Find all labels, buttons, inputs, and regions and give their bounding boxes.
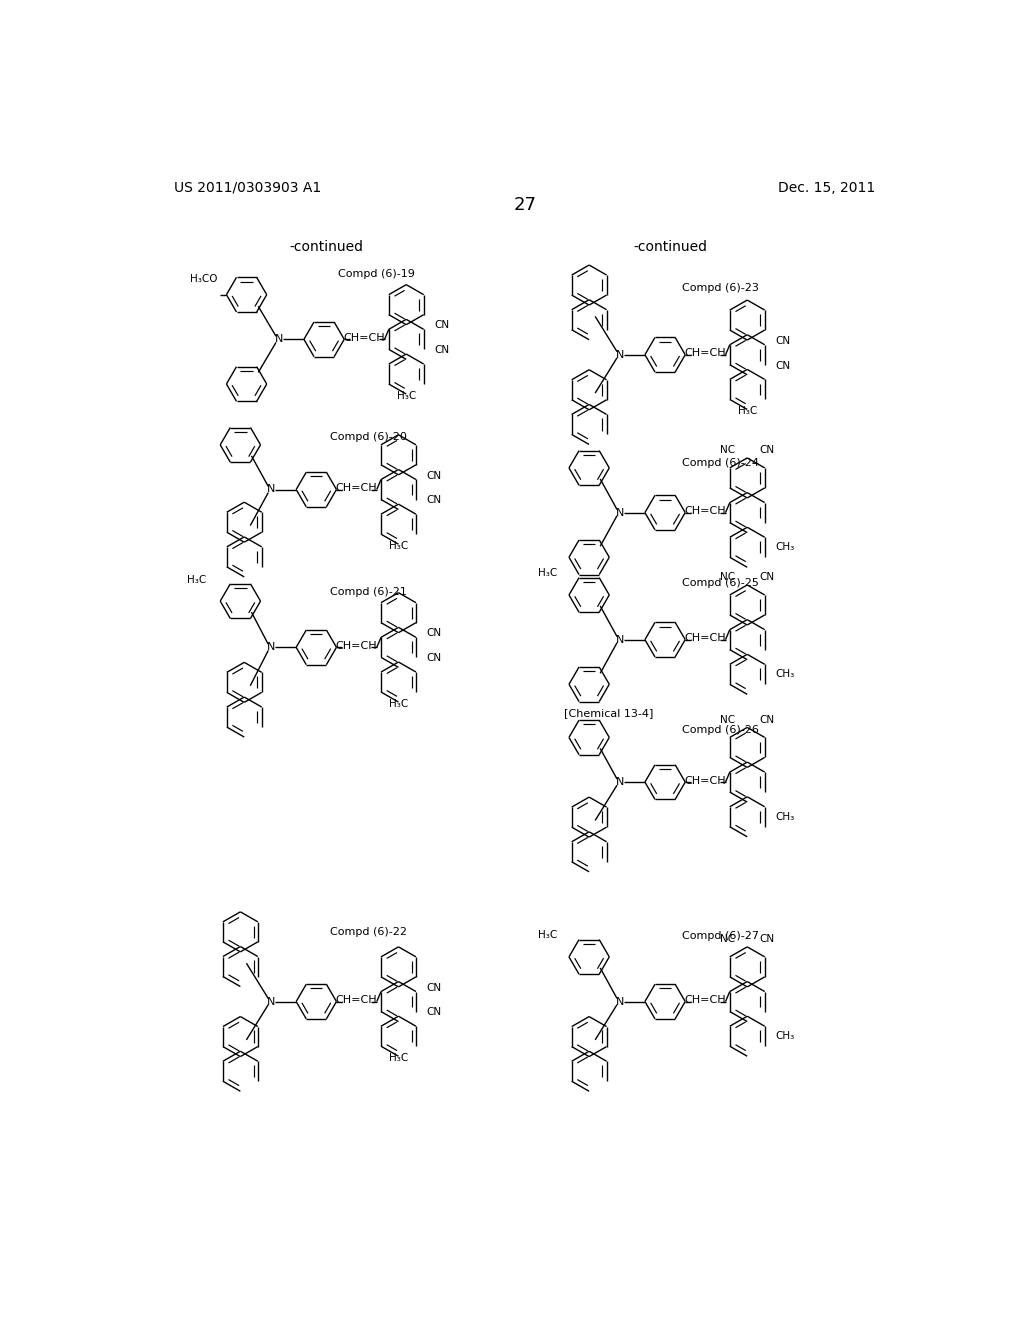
Text: CN: CN [760, 714, 775, 725]
Text: N: N [267, 997, 275, 1007]
Text: -continued: -continued [290, 240, 364, 253]
Text: H₃C: H₃C [538, 569, 557, 578]
Text: 27: 27 [513, 195, 537, 214]
Text: US 2011/0303903 A1: US 2011/0303903 A1 [174, 181, 322, 194]
Text: CH₃: CH₃ [775, 543, 795, 552]
Text: CH=CH: CH=CH [685, 776, 726, 785]
Text: Compd (6)-19: Compd (6)-19 [338, 269, 415, 279]
Text: CN: CN [760, 573, 775, 582]
Text: CN: CN [426, 471, 441, 480]
Text: CN: CN [426, 982, 441, 993]
Text: Compd (6)-24: Compd (6)-24 [682, 458, 760, 467]
Text: CN: CN [426, 495, 441, 506]
Text: CH=CH: CH=CH [344, 333, 385, 343]
Text: H₃C: H₃C [389, 700, 409, 709]
Text: CN: CN [775, 335, 791, 346]
Text: CH=CH: CH=CH [685, 348, 726, 358]
Text: CH=CH: CH=CH [685, 506, 726, 516]
Text: N: N [267, 484, 275, 495]
Text: CN: CN [434, 321, 450, 330]
Text: NC: NC [720, 935, 735, 944]
Text: NC: NC [720, 714, 735, 725]
Text: CH₃: CH₃ [775, 1031, 795, 1041]
Text: H₃C: H₃C [737, 407, 757, 416]
Text: Compd (6)-25: Compd (6)-25 [682, 578, 760, 589]
Text: CH=CH: CH=CH [336, 995, 378, 1005]
Text: Compd (6)-20: Compd (6)-20 [330, 432, 407, 442]
Text: Compd (6)-27: Compd (6)-27 [682, 931, 760, 941]
Text: CN: CN [426, 1007, 441, 1018]
Text: NC: NC [720, 445, 735, 455]
Text: Compd (6)-22: Compd (6)-22 [330, 927, 407, 937]
Text: CH=CH: CH=CH [336, 483, 378, 492]
Text: N: N [616, 777, 625, 787]
Text: N: N [274, 334, 284, 345]
Text: Compd (6)-26: Compd (6)-26 [682, 725, 760, 735]
Text: [Chemical 13-4]: [Chemical 13-4] [564, 708, 653, 718]
Text: CN: CN [426, 653, 441, 663]
Text: Dec. 15, 2011: Dec. 15, 2011 [778, 181, 876, 194]
Text: N: N [616, 635, 625, 644]
Text: NC: NC [720, 573, 735, 582]
Text: CN: CN [775, 360, 791, 371]
Text: Compd (6)-23: Compd (6)-23 [682, 282, 760, 293]
Text: CH₃: CH₃ [775, 812, 795, 822]
Text: CH₃: CH₃ [775, 669, 795, 680]
Text: H₃C: H₃C [389, 541, 409, 552]
Text: H₃C: H₃C [389, 1053, 409, 1063]
Text: CH=CH: CH=CH [336, 640, 378, 651]
Text: CN: CN [760, 935, 775, 944]
Text: N: N [267, 643, 275, 652]
Text: N: N [616, 997, 625, 1007]
Text: -continued: -continued [634, 240, 708, 253]
Text: H₃C: H₃C [187, 574, 206, 585]
Text: Compd (6)-21: Compd (6)-21 [330, 587, 407, 597]
Text: H₃C: H₃C [538, 931, 557, 940]
Text: N: N [616, 508, 625, 517]
Text: H₃CO: H₃CO [189, 273, 217, 284]
Text: CH=CH: CH=CH [685, 634, 726, 643]
Text: CH=CH: CH=CH [685, 995, 726, 1005]
Text: H₃C: H₃C [396, 391, 416, 401]
Text: CN: CN [426, 628, 441, 639]
Text: CN: CN [760, 445, 775, 455]
Text: CN: CN [434, 345, 450, 355]
Text: N: N [616, 350, 625, 360]
